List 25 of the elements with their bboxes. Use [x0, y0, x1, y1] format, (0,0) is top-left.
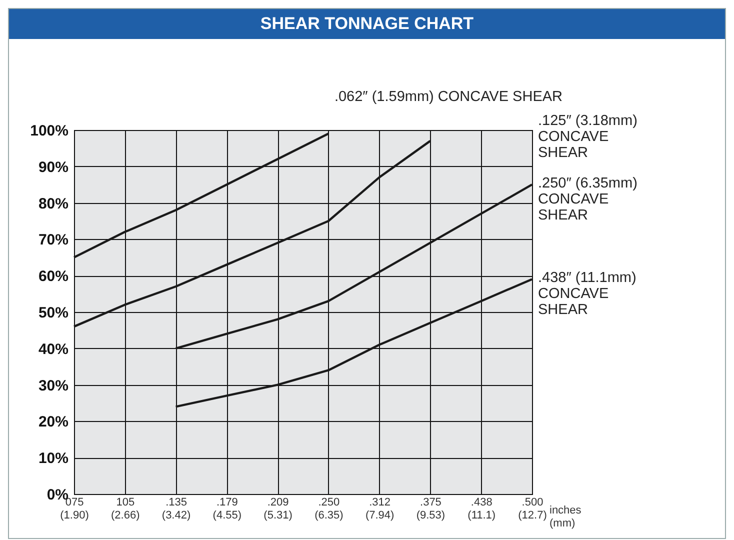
- chart-title: SHEAR TONNAGE CHART: [9, 9, 725, 39]
- x-tick-label: .375 (9.53): [416, 496, 446, 522]
- y-tick-label: 20%: [38, 414, 68, 431]
- x-tick-label: .500 (12.7): [518, 496, 547, 522]
- y-tick-label: 40%: [38, 340, 68, 358]
- series-label: .250″ (6.35mm) CONCAVE SHEAR: [538, 176, 638, 224]
- x-tick-label: .135 (3.42): [162, 496, 191, 522]
- y-tick-label: 70%: [38, 232, 68, 249]
- x-tick-label: .438 (11.1): [468, 496, 496, 522]
- x-tick-label: 105 (2.66): [111, 496, 140, 522]
- x-tick-label: .209 (5.31): [264, 496, 292, 522]
- x-tick-label: .312 (7.94): [365, 496, 394, 522]
- x-tick-label: .250 (6.35): [314, 496, 344, 522]
- text: .125″ (3.18mm) CONCAVE SHEAR: [538, 113, 638, 161]
- y-tick-label: 60%: [38, 268, 68, 286]
- y-tick-label: 90%: [38, 158, 68, 176]
- y-tick-label: 30%: [38, 377, 68, 394]
- y-tick-label: 80%: [38, 195, 68, 212]
- x-tick-label: .179 (4.55): [212, 496, 242, 522]
- y-tick-label: 100%: [30, 122, 68, 140]
- y-tick-label: 10%: [38, 450, 68, 468]
- text: .062″ (1.59mm) CONCAVE SHEAR: [334, 89, 563, 105]
- series-label: .438″ (11.1mm) CONCAVE SHEAR: [538, 270, 636, 318]
- x-axis-title: inches (mm): [550, 504, 582, 530]
- y-tick-label: 50%: [38, 304, 68, 322]
